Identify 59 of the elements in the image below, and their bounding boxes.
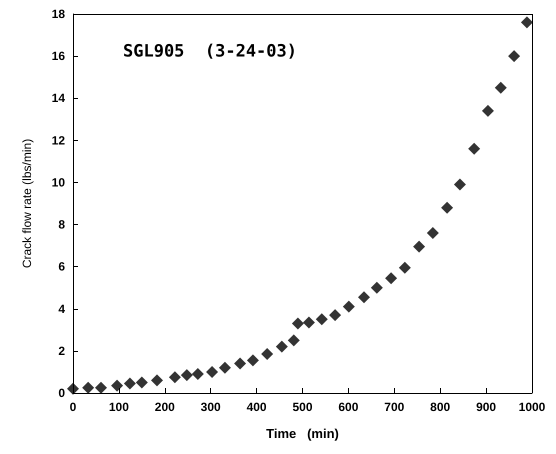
point [168,371,181,384]
point [288,334,300,346]
point [234,358,246,370]
point [136,376,148,388]
point [292,318,304,330]
y-tick-label: 16 [52,49,66,64]
point [180,369,193,382]
x-tick-label: 700 [384,400,405,414]
point [342,300,355,313]
y-tick-label: 14 [52,91,66,106]
x-tick-label: 500 [292,400,313,414]
text: SGL905 (3-24-03) [123,42,297,62]
x-tick-label: 600 [338,400,359,414]
point [520,16,533,28]
point [82,382,94,394]
point [329,309,342,322]
point [468,142,480,155]
point [218,362,231,374]
x-tick-label: 400 [246,400,267,414]
y-tick-label: 2 [58,344,66,358]
point [302,316,315,328]
point [192,368,204,380]
point [124,378,136,390]
y-tick-label: 8 [58,218,66,232]
point [370,282,383,294]
point [494,82,507,94]
point [111,380,124,392]
x-tick-label: 1000 [518,400,546,414]
point [413,240,426,253]
y-tick-label: 6 [58,260,66,274]
y-tick-label: 12 [52,133,66,148]
point [246,354,259,366]
point [454,178,466,191]
x-tick-label: 100 [108,400,130,414]
x-axis-title: Time (min) [266,426,339,441]
y-tick-label: 0 [58,386,66,400]
point [206,366,218,378]
x-tick-label: 0 [70,400,77,414]
point [67,382,79,395]
point [276,340,288,353]
point [316,313,328,326]
point [508,50,520,62]
point [261,348,274,360]
x-tick-label: 900 [476,400,496,414]
y-tick-label: 18 [52,7,66,21]
y-axis-title: Crack flow rate (lbs/min) [20,138,34,268]
point [482,104,494,117]
point [150,374,163,386]
point [441,202,454,214]
x-tick-label: 300 [200,400,222,414]
point [95,382,107,394]
y-tick-label: 4 [58,302,66,316]
point [385,272,398,284]
x-tick-label: 800 [430,400,451,414]
x-tick-label: 200 [154,400,176,414]
point [358,291,370,304]
point [398,262,411,274]
point [426,226,439,239]
y-tick-label: 10 [52,175,66,190]
